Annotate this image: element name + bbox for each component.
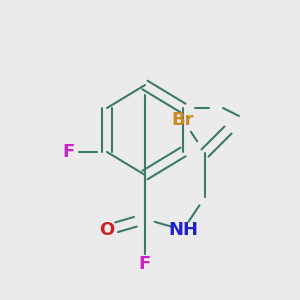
Text: F: F: [63, 143, 75, 161]
Text: Br: Br: [172, 111, 194, 129]
Text: O: O: [99, 221, 115, 239]
Text: F: F: [139, 255, 151, 273]
Text: NH: NH: [168, 221, 198, 239]
